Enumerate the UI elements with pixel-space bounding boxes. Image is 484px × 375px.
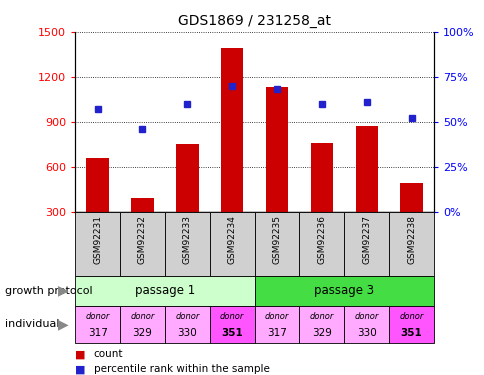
Text: ▶: ▶ <box>58 317 68 332</box>
Text: 317: 317 <box>88 328 107 338</box>
Bar <box>120 306 165 343</box>
Text: 330: 330 <box>356 328 376 338</box>
Text: donor: donor <box>309 312 333 321</box>
Bar <box>254 306 299 343</box>
Text: count: count <box>93 350 123 359</box>
Text: GSM92236: GSM92236 <box>317 215 326 264</box>
Bar <box>165 306 209 343</box>
Text: donor: donor <box>354 312 378 321</box>
Text: growth protocol: growth protocol <box>5 286 92 296</box>
Text: 351: 351 <box>400 328 422 338</box>
Bar <box>344 212 388 276</box>
Text: donor: donor <box>220 312 244 321</box>
Bar <box>165 212 209 276</box>
Text: GSM92232: GSM92232 <box>137 215 147 264</box>
Bar <box>209 212 254 276</box>
Text: 317: 317 <box>267 328 287 338</box>
Text: donor: donor <box>85 312 109 321</box>
Bar <box>176 144 198 212</box>
Text: 351: 351 <box>221 328 242 338</box>
Bar <box>131 198 153 212</box>
Bar <box>310 143 333 212</box>
Text: GSM92231: GSM92231 <box>93 215 102 264</box>
Bar <box>75 276 254 306</box>
Bar <box>254 276 433 306</box>
Text: GSM92235: GSM92235 <box>272 215 281 264</box>
Bar <box>221 48 243 212</box>
Text: GSM92237: GSM92237 <box>362 215 371 264</box>
Bar <box>120 212 165 276</box>
Bar <box>209 306 254 343</box>
Bar <box>299 306 344 343</box>
Text: 329: 329 <box>311 328 331 338</box>
Bar <box>388 306 433 343</box>
Text: 330: 330 <box>177 328 197 338</box>
Bar <box>254 212 299 276</box>
Bar <box>265 87 287 212</box>
Bar <box>355 126 377 212</box>
Text: passage 1: passage 1 <box>135 284 195 297</box>
Text: donor: donor <box>130 312 154 321</box>
Text: ■: ■ <box>75 350 86 359</box>
Text: ■: ■ <box>75 364 86 374</box>
Title: GDS1869 / 231258_at: GDS1869 / 231258_at <box>178 14 331 28</box>
Bar <box>75 212 120 276</box>
Text: donor: donor <box>175 312 199 321</box>
Bar <box>388 212 433 276</box>
Bar <box>86 158 108 212</box>
Text: individual: individual <box>5 320 59 329</box>
Text: passage 3: passage 3 <box>314 284 374 297</box>
Text: ▶: ▶ <box>58 284 68 298</box>
Text: GSM92234: GSM92234 <box>227 215 236 264</box>
Text: donor: donor <box>399 312 423 321</box>
Text: GSM92233: GSM92233 <box>182 215 192 264</box>
Bar <box>344 306 388 343</box>
Text: donor: donor <box>264 312 288 321</box>
Text: 329: 329 <box>132 328 152 338</box>
Bar <box>400 183 422 212</box>
Bar <box>75 306 120 343</box>
Bar <box>299 212 344 276</box>
Text: GSM92238: GSM92238 <box>406 215 415 264</box>
Text: percentile rank within the sample: percentile rank within the sample <box>93 364 269 374</box>
